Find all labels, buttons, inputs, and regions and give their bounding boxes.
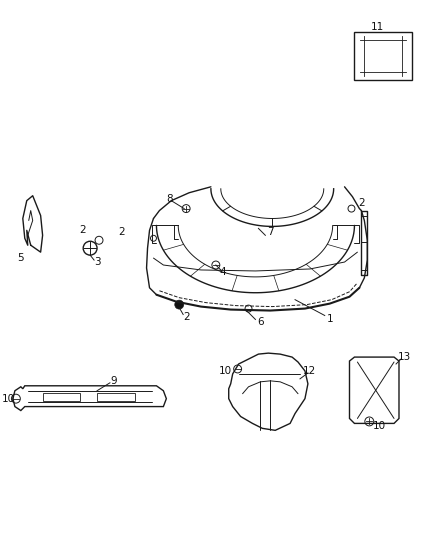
Bar [354,33,412,80]
Text: 1: 1 [326,314,333,325]
Text: 8: 8 [166,193,173,204]
Text: 10: 10 [219,366,232,376]
Text: 13: 13 [397,352,410,362]
Text: 6: 6 [257,318,264,327]
Text: 2: 2 [183,312,190,322]
Text: 2: 2 [119,228,125,237]
Bar [97,393,134,401]
Bar [42,393,80,401]
Text: 3: 3 [94,257,100,267]
Text: 2: 2 [79,225,85,236]
Text: 7: 7 [267,228,274,237]
Text: 10: 10 [1,394,14,403]
Text: 4: 4 [219,267,226,277]
Circle shape [175,300,184,309]
Text: 10: 10 [373,422,386,431]
Text: 9: 9 [110,376,117,386]
Text: 2: 2 [358,198,365,208]
Text: 12: 12 [303,366,317,376]
Text: 5: 5 [18,253,24,263]
Text: 11: 11 [371,22,384,33]
